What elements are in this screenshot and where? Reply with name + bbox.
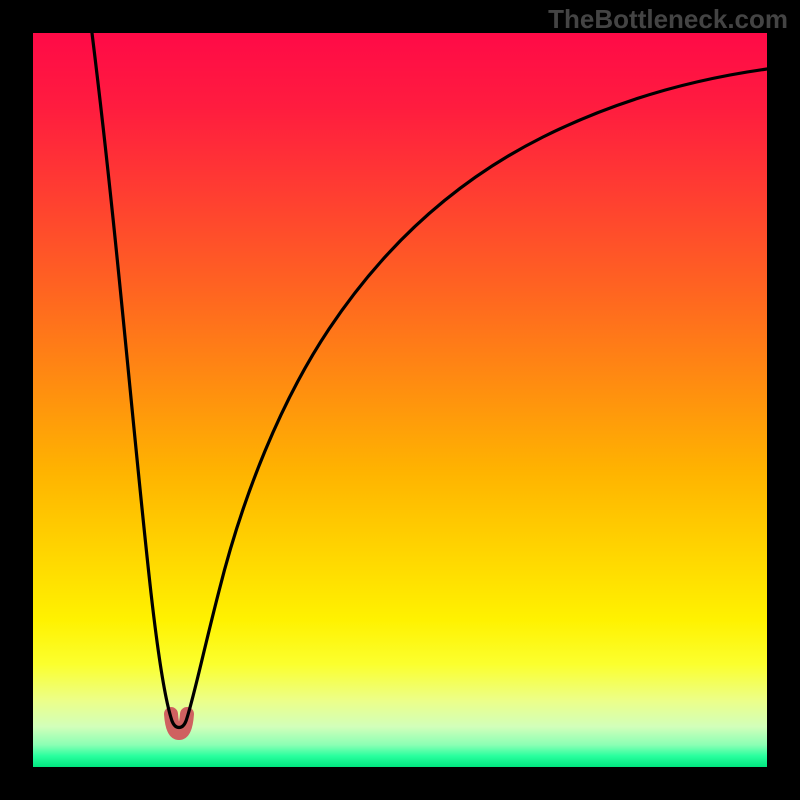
canvas: TheBottleneck.com — [0, 0, 800, 800]
gradient-background — [33, 33, 767, 767]
watermark-text: TheBottleneck.com — [548, 4, 788, 35]
plot-area — [33, 33, 767, 767]
